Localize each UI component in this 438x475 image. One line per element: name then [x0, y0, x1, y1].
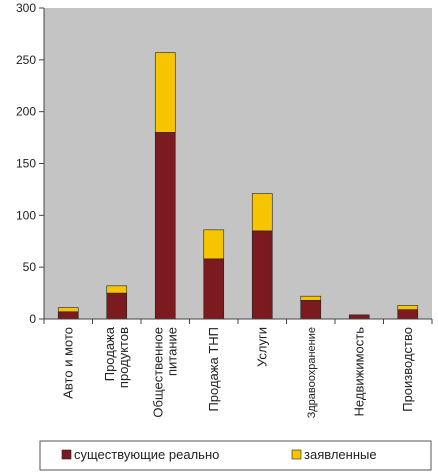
- x-category-label: Недвижимость: [351, 327, 366, 417]
- x-category-label: Здравоохранение: [306, 327, 318, 418]
- legend-box: [39, 440, 432, 471]
- y-tick-label: 200: [16, 105, 36, 119]
- legend: существующие реально заявленные: [39, 440, 432, 471]
- x-ticks: [43, 319, 433, 324]
- bar-declared-4: [251, 193, 273, 232]
- y-tick-label: 300: [16, 1, 36, 15]
- x-category-label: Услуги: [254, 327, 269, 367]
- x-category-label: продуктов: [116, 327, 131, 388]
- x-category-label: Производство: [400, 327, 415, 412]
- bar-existing-0: [57, 311, 79, 320]
- bar-existing-6: [348, 314, 370, 320]
- bar-existing-2: [154, 132, 176, 320]
- x-category-label: Авто и мото: [60, 327, 75, 399]
- bar-declared-0: [57, 307, 79, 313]
- y-tick-label: 100: [16, 208, 36, 222]
- bar-existing-1: [106, 292, 128, 320]
- x-category-label: Общественное: [150, 327, 165, 418]
- bar-declared-3: [203, 229, 225, 260]
- x-category-label: питание: [164, 327, 179, 376]
- x-category-label: Продажа: [102, 326, 117, 381]
- legend-label-declared: заявленные: [304, 447, 377, 462]
- legend-swatch-existing: [61, 449, 72, 460]
- legend-swatch-declared: [291, 449, 302, 460]
- x-labels: Авто и мото Продажа продуктов Общественное п…: [60, 326, 415, 418]
- bar-existing-3: [203, 258, 225, 320]
- plot-area: [44, 8, 432, 319]
- y-tick-label: 250: [16, 53, 36, 67]
- y-ticks: 0 50 100 150 200 250 300: [16, 1, 44, 326]
- bar-declared-2: [154, 52, 176, 133]
- bar-existing-4: [251, 230, 273, 320]
- bar-declared-5: [300, 295, 322, 301]
- bar-existing-7: [397, 309, 419, 320]
- bar-declared-7: [397, 305, 419, 310]
- bar-existing-5: [300, 300, 322, 320]
- y-tick-label: 150: [16, 157, 36, 171]
- bar-declared-1: [106, 285, 128, 294]
- y-tick-label: 0: [29, 312, 36, 326]
- legend-label-existing: существующие реально: [74, 447, 219, 462]
- y-tick-label: 50: [23, 260, 37, 274]
- x-category-label: Продажа ТНП: [206, 327, 221, 412]
